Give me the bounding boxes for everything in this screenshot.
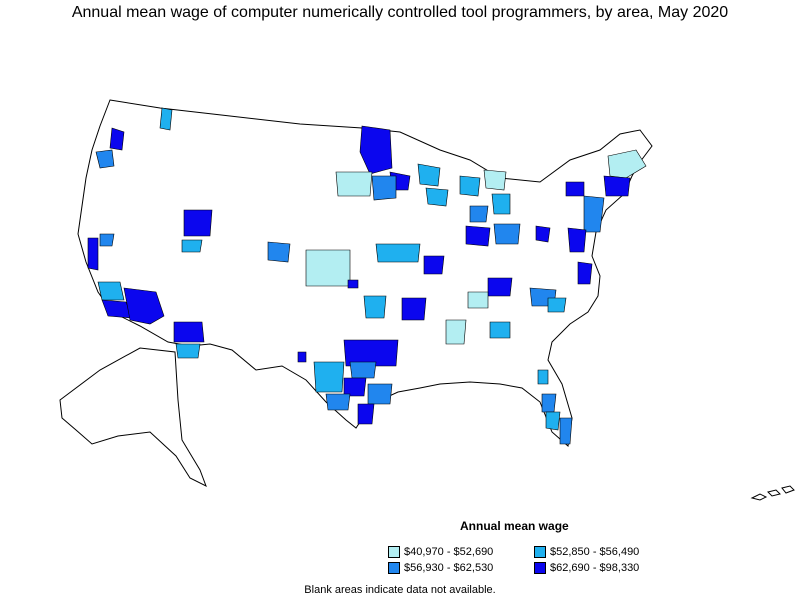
area-fills <box>87 107 647 445</box>
area-tier3 <box>493 223 521 245</box>
area-tier1 <box>335 171 373 197</box>
area-tier3 <box>95 149 115 169</box>
area-tier3 <box>325 393 351 411</box>
area-tier4 <box>343 339 399 367</box>
area-tier4 <box>567 227 587 253</box>
area-tier2 <box>425 187 449 207</box>
area-tier2 <box>417 163 441 187</box>
legend-label-tier3: $56,930 - $62,530 <box>404 562 494 574</box>
area-tier3 <box>267 241 291 263</box>
area-tier2 <box>375 243 421 263</box>
area-tier4 <box>87 237 99 271</box>
legend-item-tier4: $62,690 - $98,330 <box>534 562 639 574</box>
area-tier2 <box>97 281 125 301</box>
area-tier4 <box>535 225 551 243</box>
area-tier2 <box>159 107 173 131</box>
area-tier4 <box>423 255 445 275</box>
area-tier2 <box>175 343 201 359</box>
area-tier4 <box>297 351 307 363</box>
area-tier2 <box>545 411 561 431</box>
area-tier1 <box>305 249 351 287</box>
area-tier2 <box>491 193 511 215</box>
legend-swatch-tier3 <box>388 562 400 574</box>
area-tier1 <box>607 149 647 179</box>
area-tier3 <box>583 195 605 233</box>
area-tier4 <box>183 209 213 237</box>
area-tier4 <box>109 127 125 151</box>
map-title: Annual mean wage of computer numerically… <box>71 4 729 21</box>
area-tier1 <box>467 291 489 309</box>
no-data-note: Blank areas indicate data not available. <box>304 584 496 596</box>
area-tier3 <box>541 393 557 413</box>
legend-item-tier1: $40,970 - $52,690 <box>388 546 493 558</box>
legend-title: Annual mean wage <box>460 519 569 533</box>
area-tier2 <box>313 361 345 393</box>
area-tier4 <box>347 279 359 289</box>
area-tier3 <box>469 205 489 223</box>
area-tier3 <box>371 175 397 201</box>
legend-item-tier3: $56,930 - $62,530 <box>388 562 493 574</box>
area-tier4 <box>173 321 205 343</box>
area-tier4 <box>359 125 393 175</box>
area-tier4 <box>603 175 631 197</box>
area-tier4 <box>357 403 375 425</box>
area-tier4 <box>465 225 491 247</box>
area-tier3 <box>349 361 377 379</box>
hawaii-islands <box>750 485 795 501</box>
legend-swatch-tier2 <box>534 546 546 558</box>
area-tier2 <box>363 295 387 319</box>
alaska-outline <box>59 347 207 488</box>
legend-label-tier1: $40,970 - $52,690 <box>404 546 494 558</box>
area-tier1 <box>445 319 467 345</box>
area-tier4 <box>343 377 367 397</box>
area-tier3 <box>367 383 393 405</box>
legend-swatch-tier1 <box>388 546 400 558</box>
contiguous-us-outline <box>77 99 653 447</box>
area-tier2 <box>547 297 567 313</box>
area-tier2 <box>537 369 549 385</box>
area-tier2 <box>181 239 203 253</box>
area-tier2 <box>489 321 511 339</box>
area-tier4 <box>577 261 593 285</box>
area-tier4 <box>565 181 585 197</box>
area-tier3 <box>99 233 115 247</box>
area-tier3 <box>559 417 573 445</box>
area-tier4 <box>401 297 427 321</box>
legend-label-tier4: $62,690 - $98,330 <box>550 562 640 574</box>
area-tier4 <box>487 277 513 297</box>
legend-label-tier2: $52,850 - $56,490 <box>550 546 640 558</box>
area-tier2 <box>459 175 481 197</box>
area-tier4 <box>123 287 165 325</box>
area-tier1 <box>483 169 507 191</box>
legend-item-tier2: $52,850 - $56,490 <box>534 546 639 558</box>
legend-swatch-tier4 <box>534 562 546 574</box>
